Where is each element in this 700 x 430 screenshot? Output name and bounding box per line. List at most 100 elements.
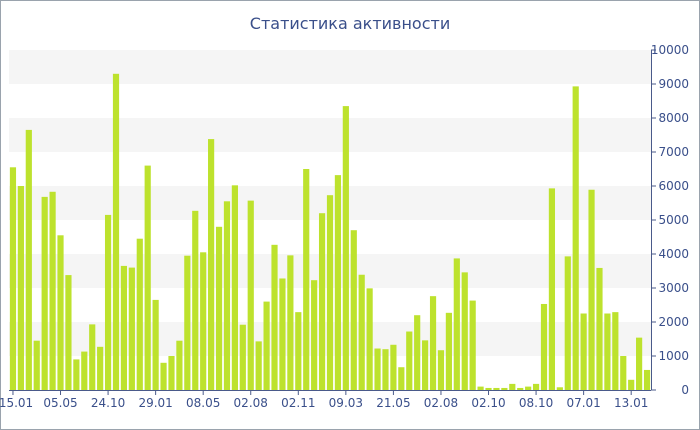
bar[interactable] — [231, 185, 238, 390]
y-tick-label: 2000 — [658, 315, 689, 329]
bar[interactable] — [350, 230, 357, 390]
x-tick-label: 02.08 — [424, 396, 458, 410]
bar[interactable] — [215, 226, 223, 390]
x-tick-label: 07.01 — [566, 396, 600, 410]
bar[interactable] — [620, 356, 627, 390]
bar[interactable] — [485, 387, 492, 390]
bar[interactable] — [445, 312, 452, 390]
bar[interactable] — [390, 344, 397, 390]
bar[interactable] — [120, 265, 128, 390]
y-tick-label: 9000 — [658, 77, 689, 91]
y-tick-label: 1000 — [658, 349, 689, 363]
x-tick-label: 21.05 — [376, 396, 410, 410]
bar[interactable] — [184, 255, 191, 390]
bar[interactable] — [223, 201, 231, 390]
bar[interactable] — [501, 387, 508, 390]
bar[interactable] — [25, 129, 32, 390]
bar[interactable] — [295, 312, 302, 390]
bar[interactable] — [41, 196, 48, 390]
bar[interactable] — [255, 341, 262, 390]
bar[interactable] — [263, 301, 270, 390]
bar[interactable] — [358, 274, 365, 390]
bar[interactable] — [604, 313, 611, 391]
bar[interactable] — [493, 387, 500, 390]
bar[interactable] — [57, 235, 64, 390]
bar[interactable] — [564, 256, 571, 390]
bar[interactable] — [144, 165, 151, 390]
bar[interactable] — [453, 258, 460, 390]
bar[interactable] — [160, 362, 167, 390]
bar[interactable] — [303, 169, 310, 390]
bar[interactable] — [461, 272, 468, 390]
bar[interactable] — [104, 214, 112, 390]
bar[interactable] — [517, 387, 524, 390]
bar[interactable] — [326, 195, 334, 390]
bar[interactable] — [271, 244, 278, 390]
bar[interactable] — [65, 275, 72, 390]
bar[interactable] — [525, 386, 532, 390]
y-tick-label: 3000 — [658, 281, 689, 295]
bar[interactable] — [406, 331, 413, 390]
bar[interactable] — [33, 340, 40, 390]
y-tick-label: 5000 — [658, 213, 689, 227]
bar[interactable] — [9, 167, 17, 390]
bar[interactable] — [643, 369, 651, 390]
bar[interactable] — [580, 313, 587, 391]
bar[interactable] — [287, 255, 294, 390]
bar[interactable] — [556, 387, 563, 390]
x-tick-label: 29.01 — [138, 396, 172, 410]
bar[interactable] — [469, 300, 476, 390]
bar[interactable] — [437, 350, 445, 390]
bar[interactable] — [628, 379, 635, 390]
bar-series — [9, 73, 651, 391]
bar[interactable] — [422, 340, 429, 390]
bar[interactable] — [636, 337, 643, 390]
bar[interactable] — [612, 312, 619, 390]
bar[interactable] — [398, 367, 405, 390]
bar[interactable] — [136, 238, 143, 390]
grid-band — [9, 50, 651, 84]
y-tick-label: 0 — [681, 383, 689, 397]
bar[interactable] — [311, 280, 318, 390]
bar[interactable] — [97, 346, 104, 390]
bar[interactable] — [112, 73, 120, 391]
bar[interactable] — [414, 315, 421, 390]
y-tick-label: 4000 — [658, 247, 689, 261]
bar[interactable] — [382, 349, 389, 390]
bar[interactable] — [49, 191, 56, 390]
bar[interactable] — [588, 189, 595, 390]
x-tick-label: 24.10 — [91, 396, 125, 410]
bar[interactable] — [208, 139, 215, 390]
bar[interactable] — [192, 210, 199, 390]
bar[interactable] — [73, 359, 80, 390]
bar[interactable] — [81, 351, 88, 390]
bar[interactable] — [168, 356, 175, 390]
bar[interactable] — [128, 267, 135, 390]
bar[interactable] — [89, 324, 96, 390]
bar[interactable] — [572, 86, 579, 390]
bar[interactable] — [374, 348, 381, 390]
bar[interactable] — [239, 324, 246, 390]
bar[interactable] — [477, 386, 484, 390]
grid-band — [9, 118, 651, 152]
x-tick-label: 05.05 — [43, 396, 77, 410]
bar[interactable] — [532, 383, 540, 390]
x-tick-label: 13.01 — [614, 396, 648, 410]
bar[interactable] — [334, 175, 342, 390]
bar[interactable] — [279, 278, 286, 390]
bar[interactable] — [200, 252, 207, 390]
bar[interactable] — [429, 296, 437, 390]
bar[interactable] — [152, 299, 159, 390]
x-tick-label: 09.03 — [329, 396, 363, 410]
bar[interactable] — [509, 383, 516, 390]
bar[interactable] — [540, 303, 548, 390]
bar[interactable] — [548, 188, 556, 390]
bar[interactable] — [17, 186, 24, 390]
bar[interactable] — [176, 340, 183, 390]
bar[interactable] — [318, 213, 326, 390]
bar[interactable] — [247, 200, 254, 390]
x-tick-label: 02.11 — [281, 396, 315, 410]
bar[interactable] — [366, 288, 373, 390]
bar[interactable] — [596, 267, 603, 390]
bar[interactable] — [342, 106, 349, 390]
